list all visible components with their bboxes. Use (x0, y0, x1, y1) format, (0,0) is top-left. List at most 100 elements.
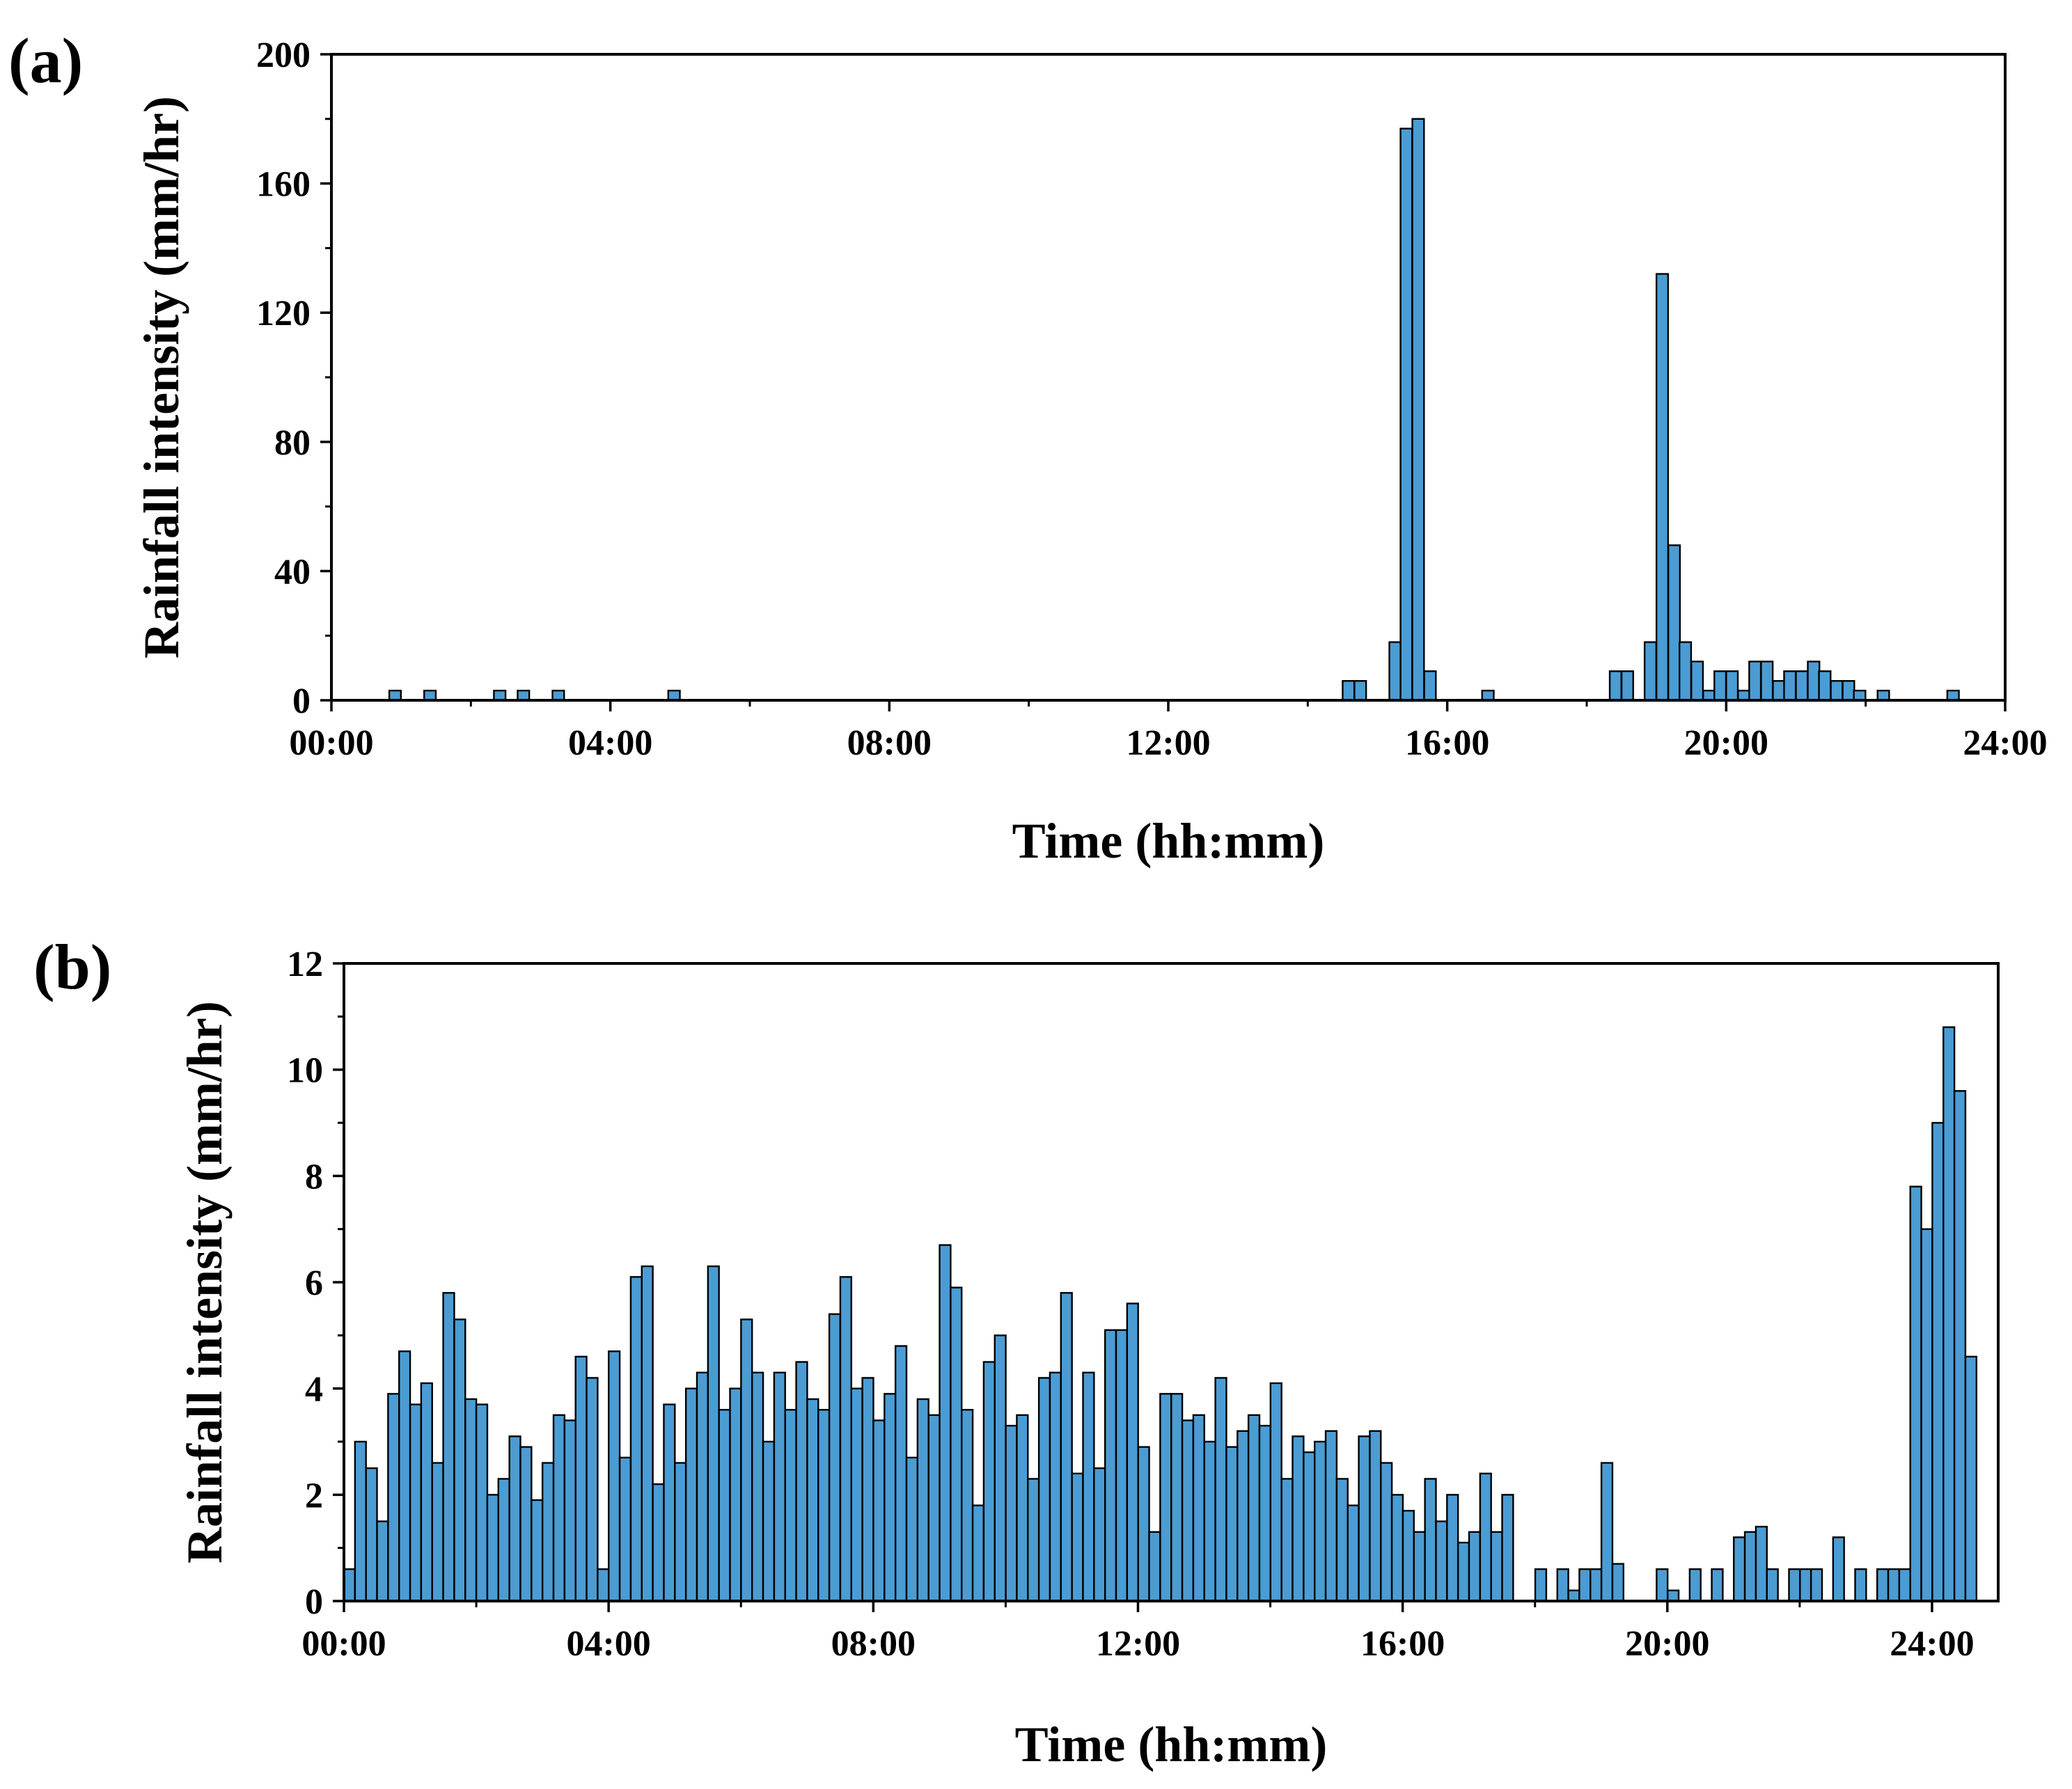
y-tick-label: 0 (292, 681, 311, 721)
bar (1049, 1371, 1062, 1602)
bar (1656, 1568, 1669, 1602)
bar (641, 1265, 654, 1602)
bar (1807, 661, 1821, 702)
bar (464, 1398, 478, 1602)
bar (1688, 1568, 1702, 1602)
bar (1269, 1382, 1282, 1602)
bar (1104, 1329, 1117, 1602)
bar (1457, 1541, 1470, 1602)
x-ticks-b: 00:00 04:00 08:00 12:00 16:00 20:00 24:00 (301, 1601, 1975, 1664)
bar (1468, 1531, 1482, 1602)
bar (551, 689, 565, 702)
bar (1737, 689, 1751, 702)
bar (718, 1408, 731, 1602)
bar (1214, 1377, 1227, 1602)
bar (1093, 1467, 1106, 1602)
bar (1170, 1393, 1184, 1602)
bar (398, 1350, 411, 1602)
chart-panel-b: (b) 0 2 4 6 8 10 12 00:00 04:00 08:00 12:00 16:00 2… (33, 931, 2000, 1772)
bar (1247, 1414, 1261, 1602)
bar (1435, 1520, 1448, 1602)
bar (850, 1387, 863, 1602)
x-tick-label: 04:00 (566, 1624, 650, 1664)
bar (541, 1462, 555, 1602)
bar (1590, 1568, 1603, 1602)
bar (453, 1318, 466, 1602)
bar (1005, 1424, 1018, 1602)
bar (961, 1408, 974, 1602)
y-tick-label: 2 (305, 1476, 323, 1515)
bar (1148, 1531, 1161, 1602)
bar (1292, 1435, 1305, 1602)
bar (939, 1244, 952, 1602)
bar (1313, 1440, 1327, 1602)
bar (1702, 689, 1716, 702)
bar (916, 1398, 929, 1602)
x-ticks-a: 00:00 04:00 08:00 12:00 16:00 20:00 24:00 (289, 700, 2048, 763)
bar (1772, 679, 1786, 702)
bar (1369, 1430, 1382, 1602)
bar (751, 1371, 764, 1602)
bar (839, 1276, 852, 1602)
bar (442, 1292, 455, 1602)
bar (696, 1371, 709, 1602)
bar (1854, 1568, 1867, 1602)
bar (1810, 1568, 1823, 1602)
bar (1353, 679, 1367, 702)
chart-panel-a: (a) 0 40 80 120 160 200 00:00 04:00 08:00 12:00 1… (8, 25, 2048, 869)
bar (905, 1456, 919, 1602)
bar (1725, 670, 1739, 702)
bar (740, 1318, 753, 1602)
bar (1192, 1414, 1205, 1602)
bar (1501, 1494, 1514, 1602)
bar (629, 1276, 643, 1602)
x-tick-label: 04:00 (568, 723, 652, 763)
bar (387, 1393, 400, 1602)
x-tick-label: 08:00 (847, 723, 932, 763)
x-tick-label: 20:00 (1625, 1624, 1709, 1664)
bar (667, 689, 681, 702)
bar (1335, 1478, 1349, 1602)
x-tick-label: 00:00 (301, 1624, 386, 1664)
bar (1016, 1414, 1029, 1602)
y-tick-label: 12 (287, 945, 323, 984)
y-ticks-a: 0 40 80 120 160 200 (256, 36, 331, 721)
bar (376, 1520, 389, 1602)
bar (1690, 661, 1704, 702)
x-tick-label: 12:00 (1126, 723, 1210, 763)
bar (423, 689, 437, 702)
bar (552, 1414, 566, 1602)
bar (1832, 1536, 1845, 1602)
bar (1534, 1568, 1548, 1602)
bar (618, 1456, 632, 1602)
bar (1324, 1430, 1338, 1602)
bar (1655, 273, 1670, 702)
bar (1766, 1568, 1779, 1602)
bar (1399, 127, 1413, 702)
bar (1060, 1292, 1073, 1602)
bar (1876, 689, 1890, 702)
bar (517, 689, 531, 702)
bar (994, 1334, 1007, 1602)
bar (1258, 1424, 1272, 1602)
bar (1423, 670, 1437, 702)
bar (1303, 1451, 1316, 1602)
bar (1711, 1568, 1724, 1602)
panel-label-a: (a) (8, 25, 83, 96)
bar (1567, 1589, 1580, 1602)
x-tick-label: 24:00 (1890, 1624, 1974, 1664)
bar (982, 1361, 996, 1602)
y-tick-label: 4 (305, 1370, 323, 1410)
bar (1203, 1440, 1216, 1602)
bar (1743, 1531, 1757, 1602)
bar (806, 1398, 819, 1602)
bar (1358, 1435, 1371, 1602)
bar (1799, 1568, 1812, 1602)
y-tick-label: 6 (305, 1263, 323, 1303)
bar (1481, 689, 1495, 702)
y-axis-title-a: Rainfall intensity (mm/hr) (134, 96, 189, 659)
bar (1887, 1568, 1901, 1602)
bar (1126, 1302, 1139, 1602)
bar (1748, 661, 1762, 702)
bar (1037, 1377, 1051, 1602)
